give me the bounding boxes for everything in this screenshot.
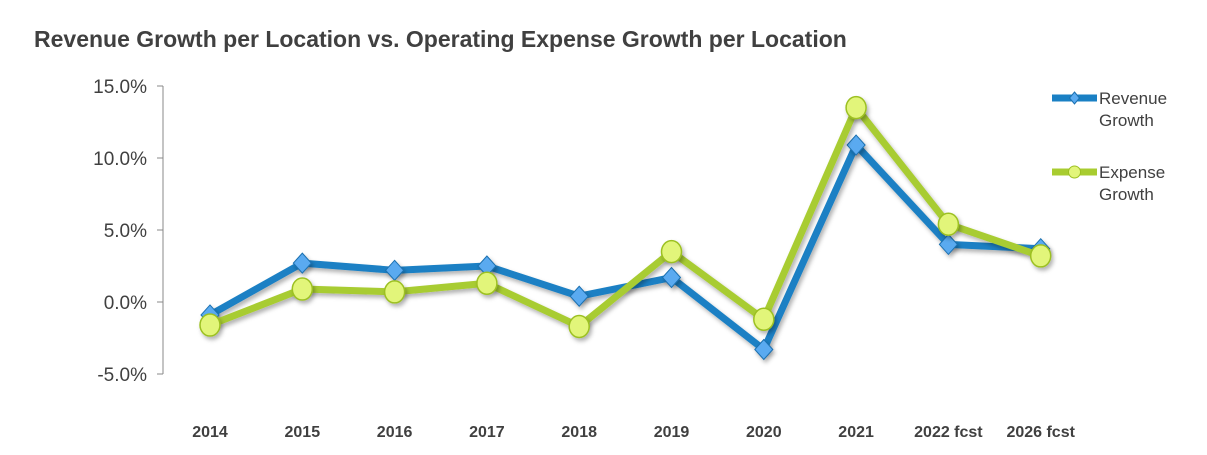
y-tick-label: 10.0% [93, 149, 147, 170]
revenue-point [569, 285, 589, 307]
x-tick-label: 2017 [469, 424, 505, 441]
chart-title: Revenue Growth per Location vs. Operatin… [34, 26, 847, 52]
legend-label: Growth [1099, 111, 1154, 130]
x-tick-label: 2022 fcst [914, 424, 983, 441]
expense-point [568, 314, 590, 339]
revenue-point [661, 266, 682, 289]
revenue-point [384, 259, 405, 282]
expense-point [1029, 244, 1052, 268]
expense-point [476, 271, 498, 296]
x-tick-label: 2019 [654, 424, 690, 441]
y-tick-label: 0.0% [104, 293, 147, 314]
revenue-point [754, 338, 774, 361]
expense-point [383, 280, 406, 304]
expense-point [845, 95, 867, 120]
x-tick-label: 2026 fcst [1006, 424, 1075, 441]
expense-point [660, 239, 683, 264]
x-tick-label: 2016 [377, 424, 413, 441]
legend-circle-icon [1068, 165, 1081, 179]
revenue-point [846, 134, 866, 156]
legend-label: Expense [1099, 163, 1165, 182]
x-tick-label: 2014 [192, 424, 228, 441]
series-line-expense [208, 104, 1042, 330]
legend-label: Growth [1099, 185, 1154, 204]
y-tick-label: 15.0% [93, 77, 147, 98]
revenue-point [292, 252, 312, 274]
x-tick-label: 2021 [838, 424, 874, 441]
expense-point [199, 313, 221, 337]
legend-diamond-icon [1068, 91, 1081, 105]
x-tick-label: 2020 [746, 424, 782, 441]
revenue-point [938, 233, 959, 256]
expense-point [937, 212, 960, 236]
series-line-revenue [208, 141, 1041, 354]
y-tick-label: 5.0% [104, 221, 147, 242]
y-tick-label: -5.0% [97, 365, 147, 386]
x-tick-label: 2018 [561, 424, 597, 441]
x-tick-label: 2015 [285, 424, 321, 441]
expense-point [753, 307, 775, 332]
legend-label: Revenue [1099, 89, 1167, 108]
expense-point [291, 277, 314, 301]
